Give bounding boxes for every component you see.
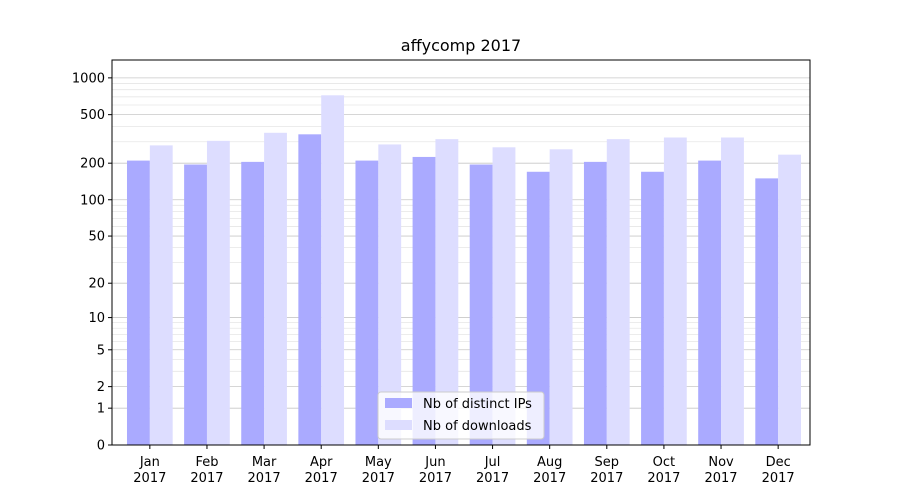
x-tick-label-year: 2017 xyxy=(248,471,281,486)
bar-downloads-aug xyxy=(549,149,573,445)
x-tick-label-year: 2017 xyxy=(590,471,623,486)
y-tick-label: 200 xyxy=(80,157,105,172)
bar-distinct-ips-dec xyxy=(755,178,779,445)
y-tick-label: 100 xyxy=(80,193,105,208)
x-tick-label-month: Jul xyxy=(484,455,501,470)
x-tick-label-month: Mar xyxy=(252,455,277,470)
x-tick-label-year: 2017 xyxy=(362,471,395,486)
x-tick-label-year: 2017 xyxy=(762,471,795,486)
y-tick-label: 50 xyxy=(88,230,105,245)
bar-distinct-ips-may xyxy=(355,160,379,446)
bar-downloads-dec xyxy=(778,154,802,445)
x-tick-label-month: Jan xyxy=(139,455,160,470)
bar-downloads-oct xyxy=(663,137,687,445)
y-tick-label: 0 xyxy=(97,439,105,454)
bars xyxy=(126,95,802,446)
bar-distinct-ips-jan xyxy=(126,160,150,446)
bar-distinct-ips-jun xyxy=(412,156,436,445)
bar-distinct-ips-aug xyxy=(526,171,550,446)
x-tick-label-year: 2017 xyxy=(476,471,509,486)
bar-downloads-jan xyxy=(149,145,173,445)
x-tick-label-month: Oct xyxy=(653,455,675,470)
y-axis: 0 1 2 5 10 20 50 100 200 500 1000 xyxy=(72,71,112,454)
legend-label-downloads: Nb of downloads xyxy=(423,419,532,434)
bar-downloads-nov xyxy=(721,137,744,445)
chart-title: affycomp 2017 xyxy=(401,36,521,55)
y-tick-label: 1000 xyxy=(72,71,105,86)
x-axis: Jan2017Feb2017Mar2017Apr2017May2017Jun20… xyxy=(133,445,795,486)
x-tick-label-year: 2017 xyxy=(419,471,452,486)
legend-label-distinct-ips: Nb of distinct IPs xyxy=(423,397,532,412)
x-tick-label-year: 2017 xyxy=(704,471,737,486)
x-tick-label-month: May xyxy=(365,455,392,470)
y-tick-label: 10 xyxy=(88,311,105,326)
x-tick-label-month: Aug xyxy=(537,455,562,470)
x-tick-label-month: Apr xyxy=(310,455,333,470)
x-tick-label-month: Jun xyxy=(424,455,445,470)
y-tick-label: 1 xyxy=(97,402,105,417)
plot-frame xyxy=(111,59,811,446)
x-tick-label-year: 2017 xyxy=(133,471,166,486)
x-tick-label-year: 2017 xyxy=(533,471,566,486)
x-tick-label-year: 2017 xyxy=(647,471,680,486)
bar-distinct-ips-jul xyxy=(469,164,493,445)
x-tick-label-month: Dec xyxy=(766,455,791,470)
x-tick-label-year: 2017 xyxy=(190,471,223,486)
bar-distinct-ips-mar xyxy=(241,161,265,446)
bar-distinct-ips-oct xyxy=(641,171,664,446)
bar-distinct-ips-apr xyxy=(298,134,322,445)
y-tick-label: 500 xyxy=(80,108,105,123)
x-tick-label-month: Sep xyxy=(595,455,620,470)
y-tick-label: 2 xyxy=(97,380,105,395)
bar-downloads-sep xyxy=(606,139,630,445)
x-tick-label-month: Nov xyxy=(708,455,734,470)
bar-downloads-jun xyxy=(435,139,459,445)
y-tick-label: 5 xyxy=(97,343,105,358)
bar-downloads-mar xyxy=(264,132,287,445)
legend-box xyxy=(377,391,545,440)
bar-downloads-jul xyxy=(492,147,516,445)
legend-swatch-distinct-ips xyxy=(385,398,412,408)
bar-downloads-feb xyxy=(206,140,230,445)
legend-swatch-downloads xyxy=(385,420,412,430)
y-tick-label: 20 xyxy=(88,277,105,292)
bar-distinct-ips-sep xyxy=(583,161,607,446)
bar-distinct-ips-nov xyxy=(698,160,722,446)
x-tick-label-month: Feb xyxy=(195,455,218,470)
bar-downloads-apr xyxy=(321,95,345,445)
bar-distinct-ips-feb xyxy=(184,164,207,445)
legend: Nb of distinct IPs Nb of downloads xyxy=(377,391,545,440)
bar-downloads-may xyxy=(378,144,402,445)
x-tick-label-year: 2017 xyxy=(305,471,338,486)
